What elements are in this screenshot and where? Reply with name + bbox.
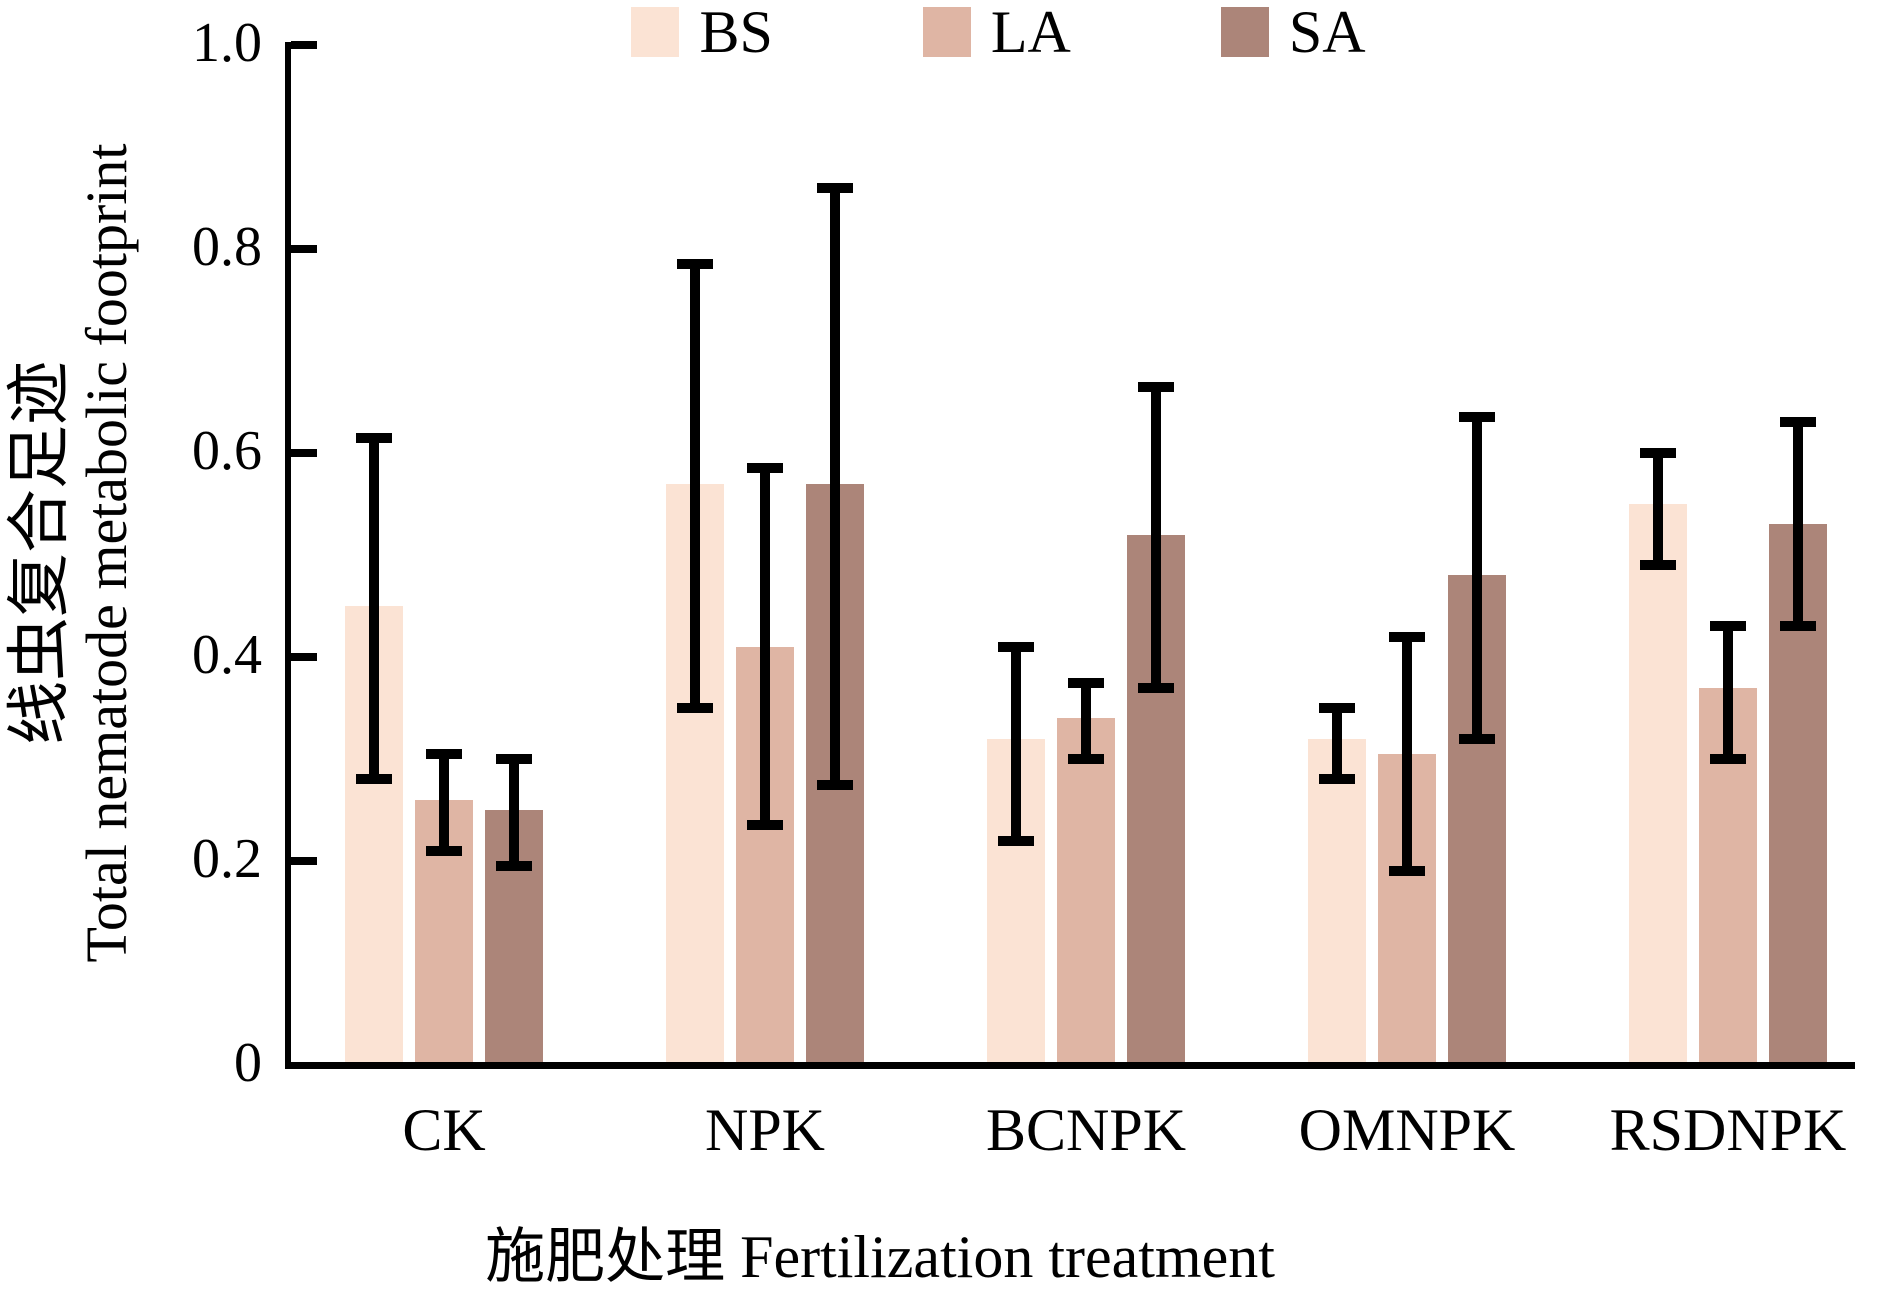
error-bar-SA-RSDNPK bbox=[1793, 422, 1803, 627]
x-tick-label-bcnpk: BCNPK bbox=[985, 1097, 1187, 1163]
y-axis bbox=[285, 42, 291, 1069]
y-tick-label: 0.4 bbox=[192, 623, 262, 686]
error-cap-top-SA-BCNPK bbox=[1138, 381, 1174, 392]
error-cap-bottom-SA-RSDNPK bbox=[1780, 621, 1816, 632]
bar-BS-RSDNPK bbox=[1629, 504, 1687, 1065]
x-tick-label-omnpk: OMNPK bbox=[1298, 1097, 1516, 1163]
error-cap-bottom-SA-CK bbox=[496, 861, 532, 872]
error-cap-bottom-LA-CK bbox=[426, 845, 462, 856]
error-cap-bottom-SA-OMNPK bbox=[1459, 733, 1495, 744]
bar-BS-OMNPK bbox=[1308, 738, 1366, 1065]
error-bar-BS-RSDNPK bbox=[1653, 453, 1663, 566]
error-bar-LA-RSDNPK bbox=[1723, 626, 1733, 759]
error-bar-LA-BCNPK bbox=[1081, 682, 1091, 759]
x-tick-label-rsdnpk: RSDNPK bbox=[1609, 1097, 1847, 1163]
error-cap-bottom-BS-CK bbox=[356, 774, 392, 785]
error-cap-top-LA-CK bbox=[426, 748, 462, 759]
error-cap-bottom-SA-BCNPK bbox=[1138, 682, 1174, 693]
error-bar-BS-CK bbox=[369, 437, 379, 780]
legend-item-la: LA bbox=[922, 0, 1071, 65]
y-tick-mark bbox=[291, 41, 317, 49]
legend-label-bs: BS bbox=[699, 0, 773, 65]
error-cap-top-BS-BCNPK bbox=[998, 641, 1034, 652]
error-bar-SA-NPK bbox=[830, 187, 840, 785]
y-tick-mark bbox=[291, 449, 317, 457]
error-bar-BS-BCNPK bbox=[1011, 646, 1021, 841]
legend-swatch-bs bbox=[631, 7, 680, 57]
error-cap-bottom-LA-RSDNPK bbox=[1710, 754, 1746, 764]
y-tick-mark bbox=[291, 857, 317, 865]
error-cap-top-SA-OMNPK bbox=[1459, 412, 1495, 423]
y-axis-title-en: Total nematode metabolic footprint bbox=[74, 143, 139, 963]
x-axis-title: 施肥处理 Fertilization treatment bbox=[485, 1224, 1275, 1290]
error-cap-bottom-BS-RSDNPK bbox=[1640, 560, 1676, 571]
legend: BS LA SA bbox=[120, 2, 1877, 62]
error-cap-top-BS-CK bbox=[356, 432, 392, 443]
legend-swatch-la bbox=[922, 7, 971, 57]
y-tick-label: 0.2 bbox=[192, 827, 262, 890]
error-bar-SA-CK bbox=[509, 759, 519, 867]
error-cap-top-LA-RSDNPK bbox=[1710, 621, 1746, 632]
error-bar-LA-OMNPK bbox=[1402, 636, 1412, 872]
error-cap-bottom-LA-OMNPK bbox=[1389, 866, 1425, 877]
error-bar-SA-BCNPK bbox=[1151, 386, 1161, 688]
error-cap-top-SA-RSDNPK bbox=[1780, 417, 1816, 428]
error-cap-bottom-SA-NPK bbox=[817, 779, 853, 790]
y-tick-mark bbox=[291, 653, 317, 661]
error-cap-top-LA-OMNPK bbox=[1389, 631, 1425, 642]
error-bar-SA-OMNPK bbox=[1472, 417, 1482, 739]
y-axis-title-zh: 线虫复合足迹 bbox=[4, 361, 75, 745]
y-tick-mark bbox=[291, 245, 317, 253]
error-cap-top-LA-NPK bbox=[747, 463, 783, 474]
error-bar-LA-NPK bbox=[760, 468, 770, 826]
y-tick-label: 0 bbox=[234, 1031, 262, 1094]
error-cap-top-SA-CK bbox=[496, 754, 532, 764]
y-axis-title: 线虫复合足迹 Total nematode metabolic footprin… bbox=[4, 3, 139, 1103]
y-tick-label: 1.0 bbox=[192, 11, 262, 74]
error-cap-top-BS-OMNPK bbox=[1319, 703, 1355, 713]
y-tick-label: 0.6 bbox=[192, 419, 262, 482]
error-bar-LA-CK bbox=[439, 753, 449, 851]
error-cap-top-BS-NPK bbox=[677, 259, 713, 270]
x-axis bbox=[285, 1062, 1855, 1069]
error-cap-bottom-LA-NPK bbox=[747, 820, 783, 831]
error-cap-top-BS-RSDNPK bbox=[1640, 448, 1676, 458]
error-cap-bottom-BS-OMNPK bbox=[1319, 774, 1355, 785]
legend-item-sa: SA bbox=[1220, 0, 1366, 65]
legend-label-la: LA bbox=[990, 0, 1071, 65]
legend-label-sa: SA bbox=[1288, 0, 1366, 65]
error-cap-top-SA-NPK bbox=[817, 182, 853, 193]
y-tick-label: 0.8 bbox=[192, 215, 262, 278]
error-cap-bottom-LA-BCNPK bbox=[1068, 754, 1104, 764]
error-cap-top-LA-BCNPK bbox=[1068, 677, 1104, 688]
error-bar-BS-NPK bbox=[690, 264, 700, 708]
error-cap-bottom-BS-BCNPK bbox=[998, 835, 1034, 846]
bar-LA-BCNPK bbox=[1057, 718, 1115, 1065]
error-cap-bottom-BS-NPK bbox=[677, 703, 713, 713]
x-tick-label-ck: CK bbox=[402, 1097, 486, 1163]
error-bar-BS-OMNPK bbox=[1332, 708, 1342, 780]
legend-item-bs: BS bbox=[631, 0, 773, 65]
legend-swatch-sa bbox=[1220, 7, 1269, 57]
x-tick-label-npk: NPK bbox=[704, 1097, 826, 1163]
